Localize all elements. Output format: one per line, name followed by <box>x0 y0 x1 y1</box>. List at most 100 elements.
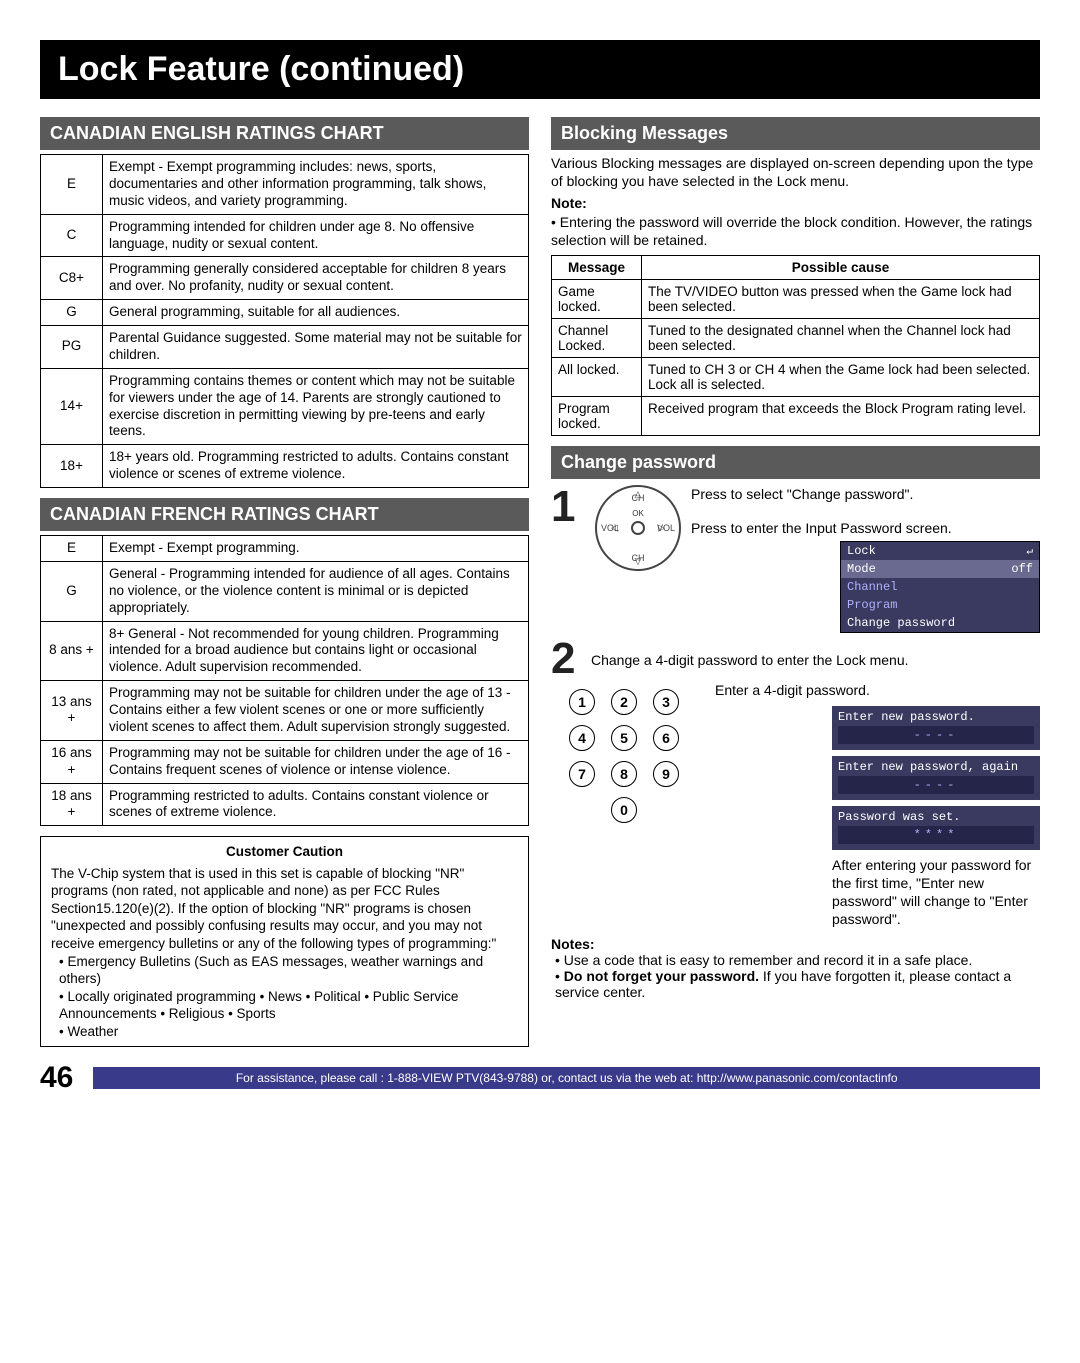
fr-ratings-body: EExempt - Exempt programming.GGeneral - … <box>41 536 529 826</box>
msg-cause: Received program that exceeds the Block … <box>642 396 1040 435</box>
rating-desc: Parental Guidance suggested. Some materi… <box>103 326 529 369</box>
step1: 1 OK CH CH VOL VOL △ ▽ ◁ ▷ Press to sele… <box>551 485 1040 633</box>
caution-bullets: Emergency Bulletins (Such as EAS message… <box>51 953 518 1041</box>
msg-body: Game locked.The TV/VIDEO button was pres… <box>552 279 1040 435</box>
rating-desc: Programming may not be suitable for chil… <box>103 740 529 783</box>
rating-desc: Programming generally considered accepta… <box>103 257 529 300</box>
rating-desc: 8+ General - Not recommended for young c… <box>103 621 529 681</box>
rating-desc: Programming intended for children under … <box>103 214 529 257</box>
notes-list: Use a code that is easy to remember and … <box>551 952 1040 1000</box>
pw3-label: Password was set. <box>838 810 1034 824</box>
en-ratings-table: EExempt - Exempt programming includes: n… <box>40 154 529 488</box>
msg-name: Channel Locked. <box>552 318 642 357</box>
keypad-key: 6 <box>653 725 679 751</box>
note-body: • Entering the password will override th… <box>551 214 1032 248</box>
blocking-intro: Various Blocking messages are displayed … <box>551 154 1040 190</box>
osd-pw2: Enter new password, again ---- <box>832 756 1040 800</box>
rating-code: C <box>41 214 103 257</box>
osd-title: Lock <box>847 544 876 558</box>
rating-code: 16 ans + <box>41 740 103 783</box>
msg-col1: Message <box>552 255 642 279</box>
message-table: Message Possible cause Game locked.The T… <box>551 255 1040 436</box>
rating-code: C8+ <box>41 257 103 300</box>
en-ratings-body: EExempt - Exempt programming includes: n… <box>41 155 529 488</box>
keypad-key: 5 <box>611 725 637 751</box>
step1a-text: Press to select "Change password". <box>691 485 1040 503</box>
footer: 46 For assistance, please call : 1-888-V… <box>40 1061 1040 1095</box>
en-ratings-header: CANADIAN ENGLISH RATINGS CHART <box>40 117 529 150</box>
keypad-key: 2 <box>611 689 637 715</box>
remote-ok-label: OK <box>632 509 644 518</box>
osd-row: Mode <box>847 562 876 576</box>
rating-code: 13 ans + <box>41 681 103 741</box>
keypad-key: 4 <box>569 725 595 751</box>
rating-code: 8 ans + <box>41 621 103 681</box>
keypad-key: 7 <box>569 761 595 787</box>
osd-pw3: Password was set. **** <box>832 806 1040 850</box>
rating-desc: Exempt - Exempt programming. <box>103 536 529 562</box>
msg-name: All locked. <box>552 357 642 396</box>
pw2-label: Enter new password, again <box>838 760 1034 774</box>
after-text: After entering your password for the fir… <box>832 856 1040 929</box>
right-column: Blocking Messages Various Blocking messa… <box>551 109 1040 1047</box>
keypad-icon: 1234567890 <box>569 689 685 823</box>
pw2-value: ---- <box>838 776 1034 794</box>
msg-cause: Tuned to the designated channel when the… <box>642 318 1040 357</box>
list-item: Locally originated programming • News • … <box>59 988 518 1023</box>
step2: 2 Change a 4-digit password to enter the… <box>551 641 1040 681</box>
caution-title: Customer Caution <box>51 843 518 861</box>
keypad-key: 8 <box>611 761 637 787</box>
rating-code: 18 ans + <box>41 783 103 826</box>
msg-name: Program locked. <box>552 396 642 435</box>
rating-desc: Programming may not be suitable for chil… <box>103 681 529 741</box>
caution-body: The V-Chip system that is used in this s… <box>51 865 518 953</box>
note-label: Note: <box>551 195 587 211</box>
rating-desc: 18+ years old. Programming restricted to… <box>103 445 529 488</box>
page-number: 46 <box>40 1061 73 1095</box>
pw1-label: Enter new password. <box>838 710 1034 724</box>
list-item: Weather <box>59 1023 518 1041</box>
note-item: Use a code that is easy to remember and … <box>555 952 1040 968</box>
footer-bar: For assistance, please call : 1-888-VIEW… <box>93 1067 1040 1089</box>
pw3-value: **** <box>838 826 1034 844</box>
rating-desc: Exempt - Exempt programming includes: ne… <box>103 155 529 215</box>
rating-code: 14+ <box>41 368 103 445</box>
rating-code: E <box>41 536 103 562</box>
rating-code: G <box>41 300 103 326</box>
fr-ratings-header: CANADIAN FRENCH RATINGS CHART <box>40 498 529 531</box>
blocking-header: Blocking Messages <box>551 117 1040 150</box>
fr-ratings-table: EExempt - Exempt programming.GGeneral - … <box>40 535 529 826</box>
keypad-key: 1 <box>569 689 595 715</box>
return-icon: ↵ <box>1026 544 1033 558</box>
msg-name: Game locked. <box>552 279 642 318</box>
pw1-value: ---- <box>838 726 1034 744</box>
msg-cause: The TV/VIDEO button was pressed when the… <box>642 279 1040 318</box>
list-item: Emergency Bulletins (Such as EAS message… <box>59 953 518 988</box>
rating-desc: Programming contains themes or content w… <box>103 368 529 445</box>
keypad-key: 3 <box>653 689 679 715</box>
notes-label: Notes: <box>551 936 595 952</box>
msg-cause: Tuned to CH 3 or CH 4 when the Game lock… <box>642 357 1040 396</box>
osd-row-val: off <box>1011 562 1033 576</box>
step1b-text: Press to enter the Input Password screen… <box>691 519 1040 537</box>
step1-number: 1 <box>551 485 585 633</box>
step2b-text: Enter a 4-digit password. <box>715 681 1040 699</box>
osd-row: Program <box>847 598 897 612</box>
osd-row: Change password <box>847 616 955 630</box>
keypad-key: 9 <box>653 761 679 787</box>
page-title: Lock Feature (continued) <box>40 40 1040 99</box>
caution-box: Customer Caution The V-Chip system that … <box>40 836 529 1047</box>
rating-desc: General programming, suitable for all au… <box>103 300 529 326</box>
rating-code: PG <box>41 326 103 369</box>
rating-code: E <box>41 155 103 215</box>
rating-desc: Programming restricted to adults. Contai… <box>103 783 529 826</box>
osd-lock-menu: Lock ↵ Mode off Channel Program Change pas… <box>840 541 1040 633</box>
note-item: Do not forget your password. If you have… <box>555 968 1040 1000</box>
rating-code: G <box>41 561 103 621</box>
step2a-text: Change a 4-digit password to enter the L… <box>591 641 909 669</box>
rating-desc: General - Programming intended for audie… <box>103 561 529 621</box>
left-column: CANADIAN ENGLISH RATINGS CHART EExempt -… <box>40 109 529 1047</box>
osd-row: Channel <box>847 580 897 594</box>
change-pw-header: Change password <box>551 446 1040 479</box>
msg-col2: Possible cause <box>642 255 1040 279</box>
